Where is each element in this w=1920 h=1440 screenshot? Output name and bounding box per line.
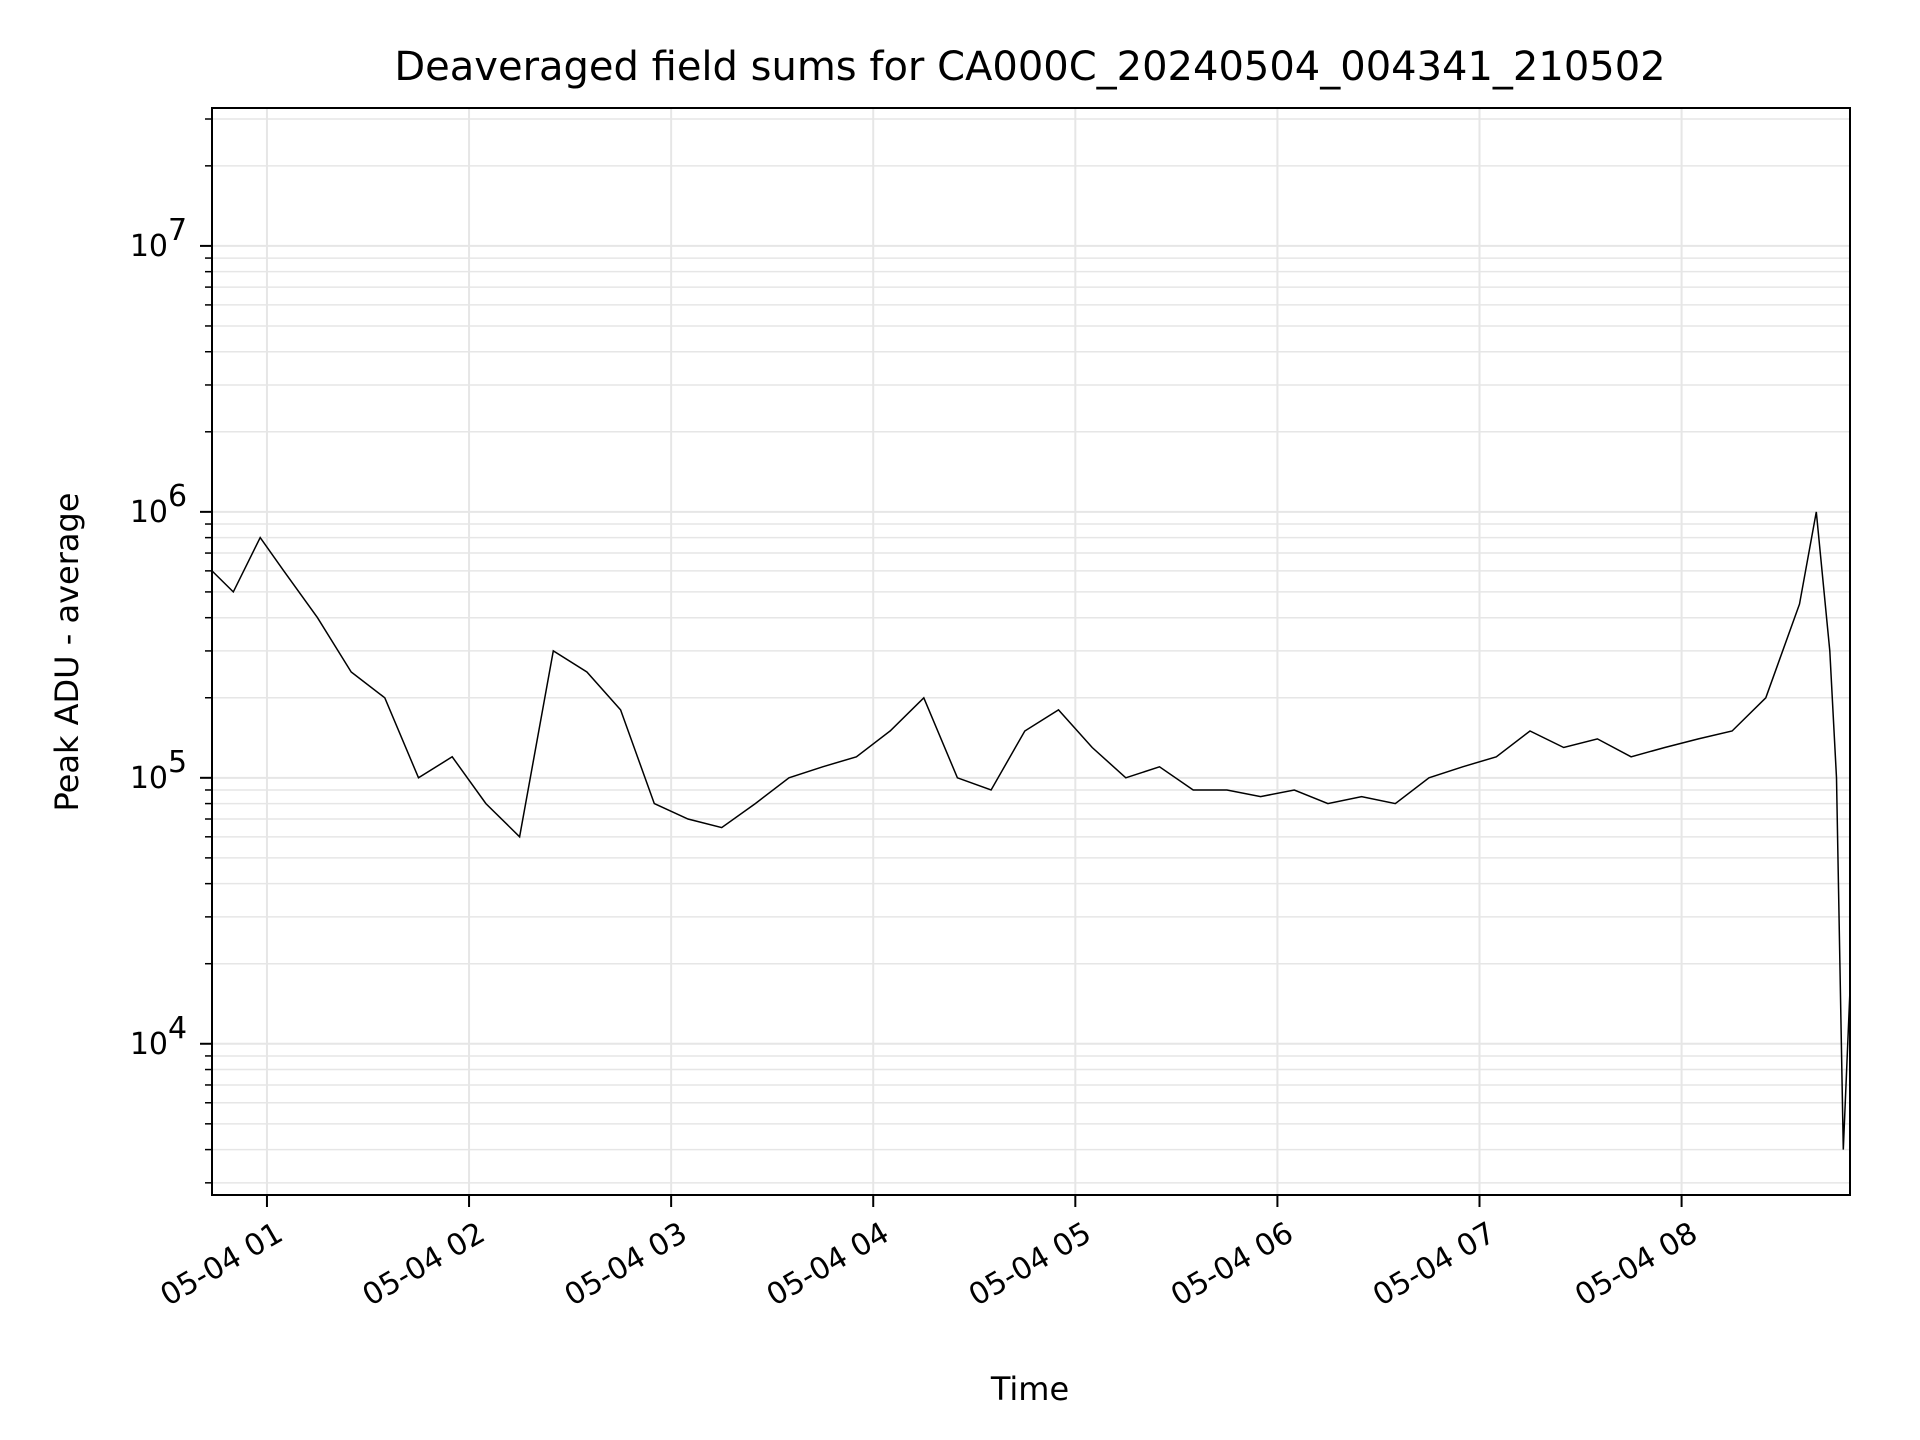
y-axis-label: Peak ADU - average: [48, 493, 86, 812]
x-tick-label: 05-04 04: [761, 1216, 895, 1314]
series-layer: [211, 511, 1851, 1150]
x-tick-label: 05-04 06: [1165, 1216, 1299, 1314]
x-tick-label: 05-04 03: [559, 1216, 693, 1314]
x-tick-label: 05-04 08: [1569, 1216, 1703, 1314]
x-tick-label: 05-04 05: [963, 1216, 1097, 1314]
y-tick-exponent: 4: [168, 1011, 187, 1046]
series-line-0: [211, 511, 1851, 1150]
chart-title: Deaveraged field sums for CA000C_2024050…: [394, 44, 1665, 90]
y-tick-label: 10: [130, 229, 168, 264]
y-tick-label: 10: [130, 495, 168, 530]
y-tick-exponent: 7: [168, 213, 187, 248]
x-axis-label: Time: [990, 1370, 1069, 1408]
x-axis: 05-04 01 05-04 02 05-04 03 05-04 04 05-04 05…: [155, 1195, 1704, 1313]
y-tick-exponent: 5: [168, 745, 187, 780]
x-tick-label: 05-04 02: [357, 1216, 491, 1314]
x-tick-label: 05-04 01: [155, 1216, 289, 1314]
grid: [212, 108, 1850, 1195]
y-tick-label: 10: [130, 761, 168, 796]
y-tick-exponent: 6: [168, 479, 187, 514]
x-tick-label: 05-04 07: [1367, 1216, 1501, 1314]
y-tick-label: 10: [130, 1027, 168, 1062]
